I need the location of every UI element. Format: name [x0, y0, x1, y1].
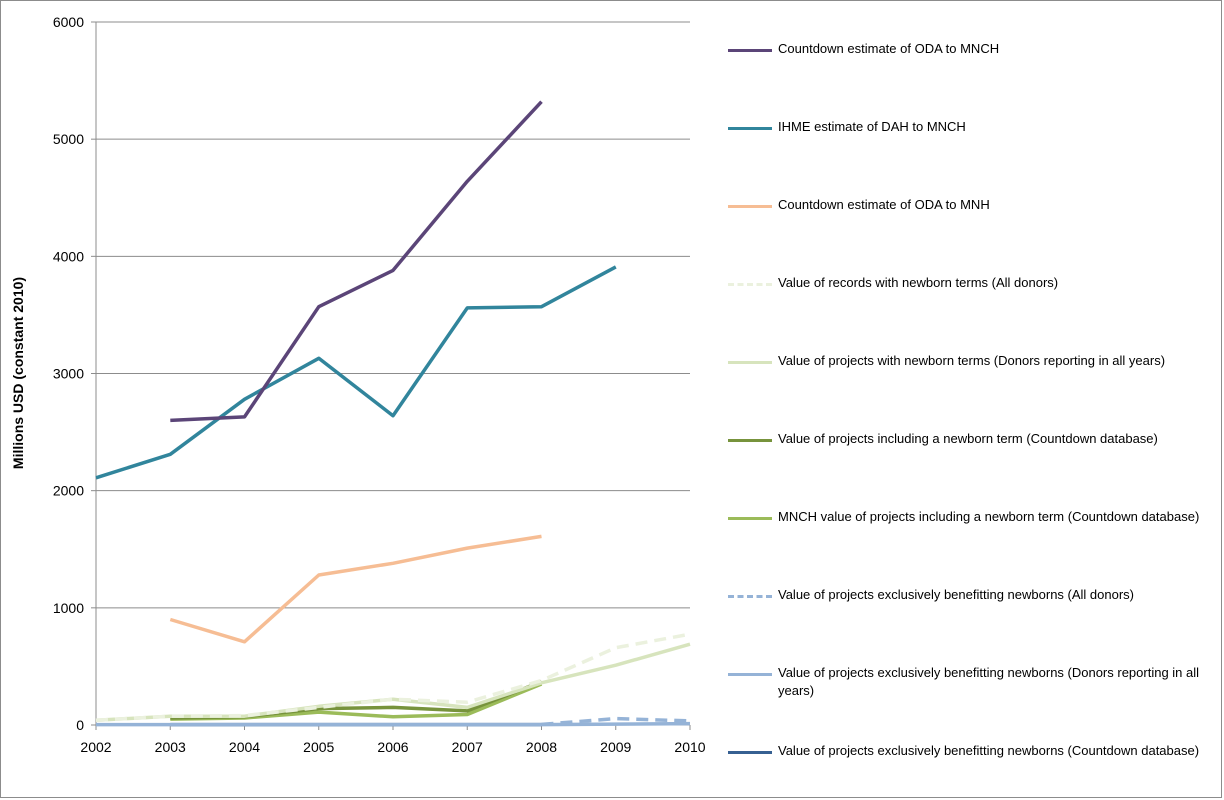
legend-swatch [728, 439, 772, 442]
legend-label: Countdown estimate of ODA to MNH [778, 197, 990, 212]
y-tick-label: 6000 [53, 14, 84, 30]
legend-label: Countdown estimate of ODA to MNCH [778, 41, 1000, 56]
series-group [95, 100, 691, 727]
y-tick-label: 0 [76, 717, 84, 733]
series-line [95, 265, 617, 480]
legend-label: Value of projects exclusively benefittin… [778, 743, 1200, 758]
x-tick-label: 2006 [377, 739, 408, 755]
y-tick-label: 2000 [53, 483, 84, 499]
legend-swatch [728, 673, 772, 676]
x-tick-label: 2007 [452, 739, 483, 755]
y-axis-label: Millions USD (constant 2010) [10, 277, 26, 469]
x-tick-label: 2003 [155, 739, 186, 755]
x-tick-label: 2009 [600, 739, 631, 755]
series-line [95, 632, 691, 723]
legend-swatch [728, 361, 772, 364]
legend-swatch [728, 127, 772, 130]
y-tick-label: 1000 [53, 600, 84, 616]
legend-swatch [728, 751, 772, 754]
legend-label: Value of projects exclusively benefittin… [778, 587, 1134, 602]
series-line [96, 721, 691, 727]
legend-swatch [728, 595, 772, 598]
x-tick-label: 2010 [674, 739, 705, 755]
legend-swatch [728, 283, 772, 286]
series-line [170, 100, 543, 423]
x-tick-label: 2008 [526, 739, 557, 755]
y-tick-label: 4000 [53, 248, 84, 264]
y-tick-label: 3000 [53, 366, 84, 382]
series-line [169, 534, 542, 644]
legend-swatch [728, 49, 772, 52]
legend-label: Value of projects including a newborn te… [778, 431, 1158, 446]
series-line [541, 716, 691, 727]
legend-swatch [728, 517, 772, 520]
x-tick-label: 2005 [303, 739, 334, 755]
x-tick-label: 2004 [229, 739, 260, 755]
legend-label: Value of projects with newborn terms (Do… [778, 353, 1166, 368]
legend-label: IHME estimate of DAH to MNCH [778, 119, 966, 134]
legend: Countdown estimate of ODA to MNCH IHME es… [728, 0, 1218, 800]
y-tick-label: 5000 [53, 131, 84, 147]
tick-labels: 0 1000 2000 3000 4000 5000 6000 2002 2003 2004 200… [53, 14, 706, 755]
legend-label: MNCH value of projects including a newbo… [778, 509, 1200, 524]
legend-label: Value of projects exclusively benefittin… [778, 665, 1200, 698]
gridlines [96, 21, 690, 609]
legend-label: Value of records with newborn terms (All… [778, 275, 1059, 290]
x-tick-label: 2002 [80, 739, 111, 755]
legend-swatch [728, 205, 772, 208]
